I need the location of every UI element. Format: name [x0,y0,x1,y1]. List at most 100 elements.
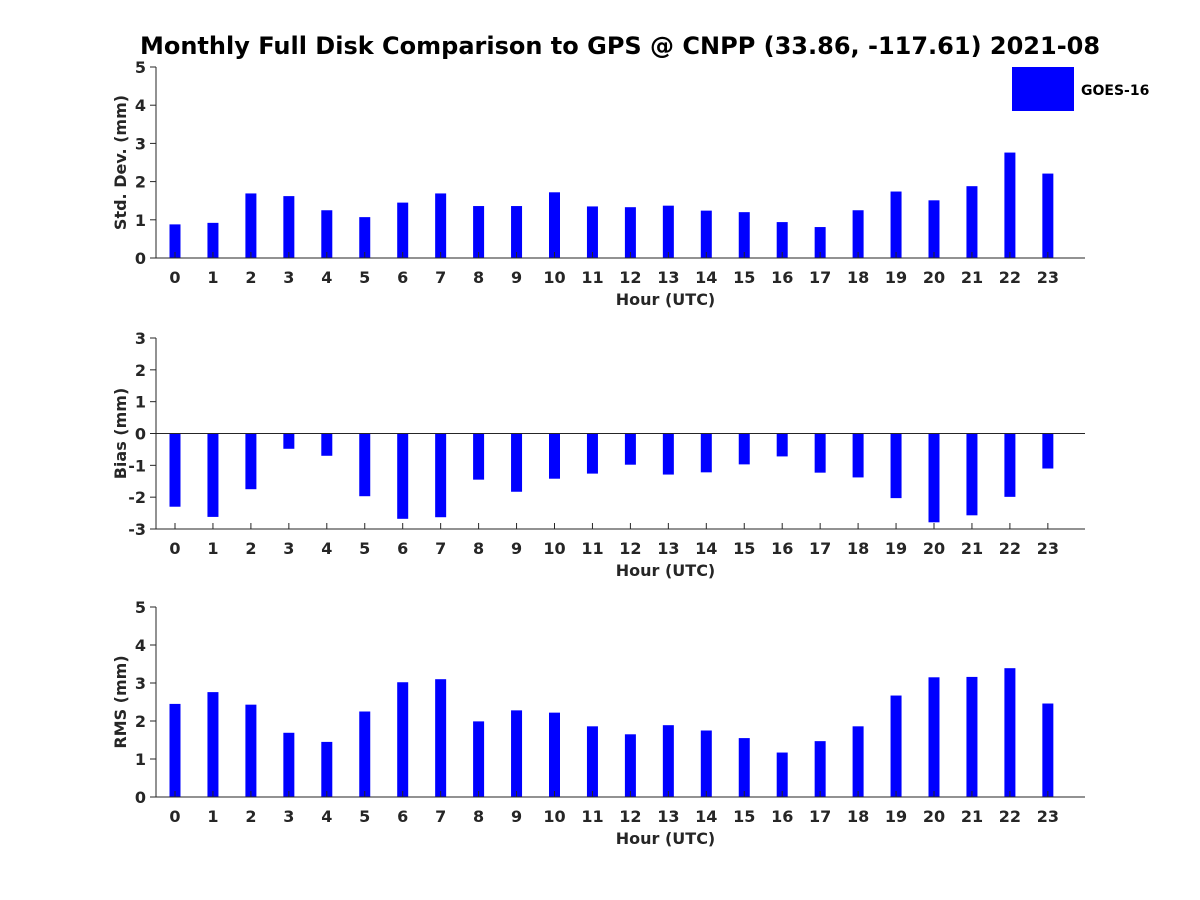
rms-xtick-label: 10 [543,807,565,826]
bias-xtick-label: 13 [657,539,679,558]
bias-bar-hour-16 [776,433,788,457]
bias-xtick-label: 11 [581,539,603,558]
std-dev-bar-hour-19 [890,191,902,258]
rms-ytick-label: 3 [135,674,146,693]
bias-xtick-label: 0 [169,539,180,558]
bias-bar-hour-4 [321,433,333,456]
bias-xtick-label: 16 [771,539,793,558]
std-dev-bar-hour-20 [928,200,940,258]
bias-bar-hour-2 [245,433,257,490]
rms-bar-hour-8 [473,721,485,797]
rms-xtick-label: 2 [245,807,256,826]
rms-bar-hour-16 [776,752,788,797]
rms-bar-hour-13 [662,725,674,797]
std-dev-bar-hour-10 [549,192,560,258]
bias-xtick-label: 21 [961,539,983,558]
std-dev-bar-hour-13 [662,205,674,258]
std-dev-xtick-label: 18 [847,268,869,287]
rms-bar-hour-3 [283,732,295,797]
rms-xtick-label: 15 [733,807,755,826]
std-dev-ytick-label: 5 [135,58,146,77]
rms-xtick-label: 23 [1037,807,1059,826]
rms-bar-hour-17 [814,741,826,797]
bias-bar-hour-8 [473,433,485,480]
bias-xtick-label: 5 [359,539,370,558]
rms-xtick-label: 7 [435,807,446,826]
bias-ytick-label: 1 [135,393,146,412]
rms-xtick-label: 4 [321,807,332,826]
legend-label: GOES-16 [1081,83,1149,99]
rms-xtick-label: 21 [961,807,983,826]
bias-ytick-label: 0 [135,425,146,444]
bias-xtick-label: 17 [809,539,831,558]
std-dev-xtick-label: 11 [581,268,603,287]
bias-xaxis-title: Hour (UTC) [616,561,716,580]
std-dev-xtick-label: 0 [169,268,180,287]
bias-ytick-label: -3 [128,520,146,539]
std-dev-xtick-label: 21 [961,268,983,287]
rms-xtick-label: 13 [657,807,679,826]
bias-bar-hour-11 [586,433,598,474]
std-dev-xtick-label: 17 [809,268,831,287]
bias-ytick-label: 3 [135,329,146,348]
std-dev-yaxis-title: Std. Dev. (mm) [111,95,130,230]
rms-bar-hour-14 [700,730,712,797]
bias-bar-hour-10 [549,433,560,479]
bias-bar-hour-19 [890,433,902,499]
rms-xtick-label: 18 [847,807,869,826]
rms-yaxis-title: RMS (mm) [111,655,130,748]
legend: GOES-16 [1012,67,1149,111]
rms-ytick-label: 4 [135,636,146,655]
bias-bar-hour-15 [738,433,750,465]
std-dev-bar-hour-17 [814,227,826,258]
rms-bar-hour-19 [890,695,902,797]
std-dev-bar-hour-4 [321,210,333,258]
bias-bar-hour-18 [852,433,864,478]
rms-ytick-label: 0 [135,788,146,807]
rms-bar-hour-11 [586,726,598,797]
std-dev-xtick-label: 13 [657,268,679,287]
std-dev-bar-hour-3 [283,196,295,258]
rms-bar-hour-15 [738,738,750,797]
bias-bar-hour-20 [928,433,940,523]
rms-ytick-label: 5 [135,598,146,617]
rms-xtick-label: 19 [885,807,907,826]
rms-xtick-label: 8 [473,807,484,826]
std-dev-xtick-label: 3 [283,268,294,287]
rms-bar-hour-9 [511,710,523,797]
bias-xtick-label: 10 [543,539,565,558]
std-dev-xtick-label: 19 [885,268,907,287]
std-dev-bar-hour-18 [852,210,864,258]
rms-xtick-label: 1 [207,807,218,826]
rms-xtick-label: 16 [771,807,793,826]
rms-bar-hour-23 [1042,703,1054,797]
rms-xtick-label: 6 [397,807,408,826]
bias-bar-hour-14 [700,433,712,473]
rms-ytick-label: 2 [135,712,146,731]
rms-bar-hour-1 [207,692,219,797]
bias-xtick-label: 6 [397,539,408,558]
rms-xtick-label: 11 [581,807,603,826]
bias-bar-hour-0 [169,433,181,507]
std-dev-bar-hour-16 [776,222,788,258]
std-dev-xtick-label: 20 [923,268,945,287]
std-dev-bar-hour-11 [586,206,598,258]
std-dev-bar-hour-2 [245,193,257,258]
rms-xtick-label: 14 [695,807,717,826]
std-dev-xtick-label: 6 [397,268,408,287]
rms-xtick-label: 9 [511,807,522,826]
std-dev-ytick-label: 2 [135,173,146,192]
std-dev-ytick-label: 4 [135,96,146,115]
std-dev-bar-hour-5 [359,217,371,258]
rms-xtick-label: 12 [619,807,641,826]
bias-xtick-label: 2 [245,539,256,558]
bias-bar-hour-9 [511,433,523,492]
bias-bar-hour-22 [1004,433,1016,497]
std-dev-xtick-label: 7 [435,268,446,287]
rms-bar-hour-21 [966,676,978,797]
rms-xtick-label: 22 [999,807,1021,826]
bias-yaxis-title: Bias (mm) [111,388,130,480]
std-dev-bar-hour-15 [738,212,750,258]
legend-swatch [1012,67,1074,111]
